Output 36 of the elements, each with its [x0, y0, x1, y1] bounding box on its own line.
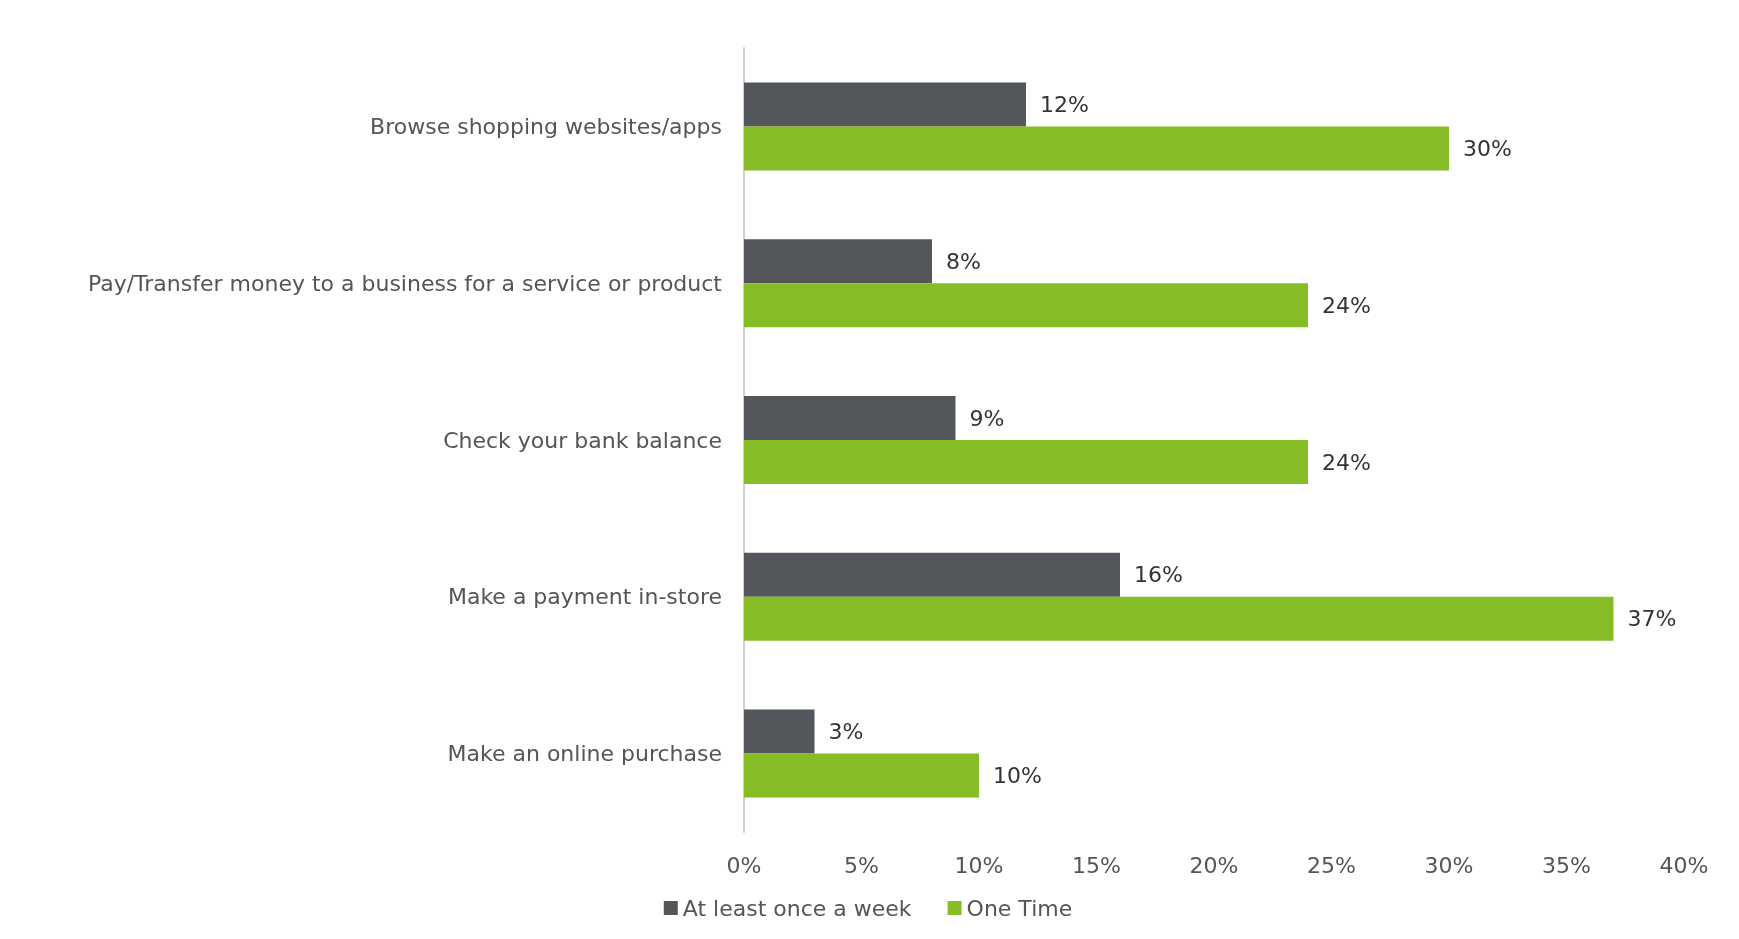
x-tick-label: 30% [1424, 852, 1474, 878]
bar [744, 440, 1308, 484]
data-label: 3% [828, 719, 864, 745]
x-tick-label: 5% [844, 852, 879, 878]
data-label: 30% [1463, 135, 1512, 161]
data-label: 12% [1040, 91, 1089, 117]
bar [744, 126, 1449, 171]
data-label: 8% [946, 248, 981, 274]
legend-label: One Time [966, 895, 1073, 921]
bar [744, 82, 1026, 127]
x-tick-label: 25% [1307, 852, 1356, 878]
x-tick-label: 40% [1659, 852, 1709, 878]
data-label: 24% [1322, 449, 1371, 475]
bar [744, 396, 956, 440]
bar [744, 552, 1120, 597]
bar [744, 239, 932, 284]
bar [744, 709, 815, 754]
data-label: 9% [969, 405, 1005, 431]
y-tick-label: Make an online purchase [447, 741, 722, 767]
data-label: 10% [993, 763, 1042, 789]
y-tick-label: Check your bank balance [443, 427, 722, 453]
y-tick-label: Pay/Transfer money to a business for a service or product [87, 270, 723, 296]
x-tick-label: 35% [1542, 852, 1591, 878]
bar [744, 753, 979, 798]
x-tick-label: 20% [1189, 852, 1239, 878]
x-tick-label: 10% [954, 852, 1004, 878]
x-tick-label: 0% [726, 852, 762, 878]
data-label: 24% [1322, 292, 1371, 318]
bar [744, 283, 1308, 328]
data-label: 37% [1627, 606, 1677, 632]
bar [744, 596, 1614, 641]
y-tick-label: Make a payment in-store [447, 584, 722, 610]
y-tick-label: Browse shopping websites/apps [370, 113, 722, 139]
legend-label: At least once a week [682, 895, 912, 921]
data-label: 16% [1134, 562, 1183, 588]
x-tick-label: 15% [1072, 852, 1121, 878]
